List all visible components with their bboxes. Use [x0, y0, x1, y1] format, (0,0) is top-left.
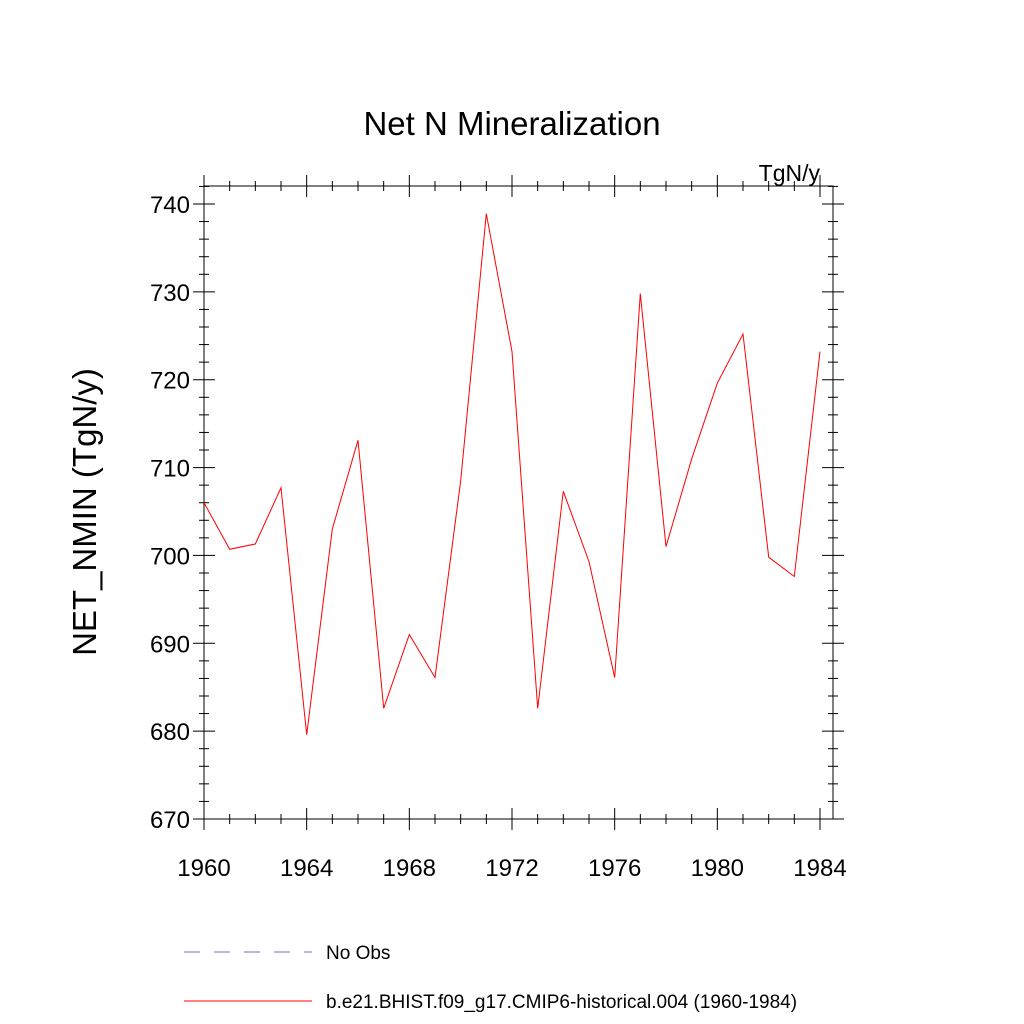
- y-tick-label: 730: [150, 280, 190, 307]
- x-tick-label: 1960: [177, 855, 230, 882]
- y-tick-label: 740: [150, 192, 190, 219]
- x-tick-label: 1980: [691, 855, 744, 882]
- units-label: TgN/y: [759, 160, 821, 186]
- y-tick-label: 720: [150, 368, 190, 395]
- x-tick-label: 1972: [485, 855, 538, 882]
- chart-title: Net N Mineralization: [363, 105, 660, 142]
- y-tick-label: 710: [150, 456, 190, 483]
- plot-axes: 670 680 690 700 710 720 730 740 1960 1964 1968 1972…: [150, 175, 847, 882]
- plot-frame: [203, 185, 834, 820]
- series-line: [203, 213, 821, 735]
- y-tick-label: 700: [150, 543, 190, 570]
- legend: No Obs b.e21.BHIST.f09_g17.CMIP6-historic…: [184, 943, 797, 1013]
- legend-label: No Obs: [326, 943, 390, 964]
- y-tick-label: 680: [150, 719, 190, 746]
- y-tick-label: 670: [150, 807, 190, 834]
- x-tick-label: 1976: [588, 855, 641, 882]
- x-tick-label: 1968: [383, 855, 436, 882]
- y-tick-label: 690: [150, 631, 190, 658]
- plot-series: [203, 213, 821, 735]
- x-tick-label: 1964: [280, 855, 333, 882]
- legend-label: b.e21.BHIST.f09_g17.CMIP6-historical.004…: [326, 992, 797, 1013]
- x-tick-label: 1984: [793, 855, 846, 882]
- y-axis-label: NET_NMIN (TgN/y): [66, 368, 103, 656]
